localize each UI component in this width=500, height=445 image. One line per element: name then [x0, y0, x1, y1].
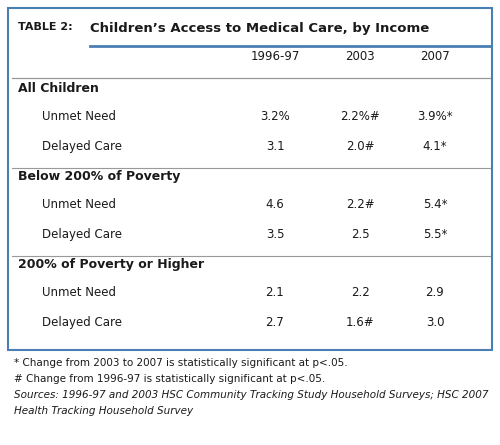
Text: 3.0: 3.0: [426, 316, 444, 329]
Text: 2.2: 2.2: [350, 286, 370, 299]
Text: All Children: All Children: [18, 82, 99, 95]
Text: 3.9%*: 3.9%*: [417, 110, 453, 123]
Text: Delayed Care: Delayed Care: [42, 228, 122, 241]
Text: 2.1: 2.1: [266, 286, 284, 299]
Text: 3.2%: 3.2%: [260, 110, 290, 123]
Bar: [8, 8, 492, 350]
Text: Unmet Need: Unmet Need: [42, 198, 116, 211]
Text: 4.1*: 4.1*: [422, 140, 448, 153]
Text: Delayed Care: Delayed Care: [42, 140, 122, 153]
Text: Unmet Need: Unmet Need: [42, 110, 116, 123]
Text: 3.1: 3.1: [266, 140, 284, 153]
Text: 5.4*: 5.4*: [423, 198, 448, 211]
Text: * Change from 2003 to 2007 is statistically significant at p<.05.: * Change from 2003 to 2007 is statistica…: [14, 358, 347, 368]
Text: Children’s Access to Medical Care, by Income: Children’s Access to Medical Care, by In…: [90, 22, 429, 35]
Text: Unmet Need: Unmet Need: [42, 286, 116, 299]
Text: 1996-97: 1996-97: [250, 50, 300, 63]
Text: TABLE 2:: TABLE 2:: [18, 22, 72, 32]
Text: 2.2#: 2.2#: [346, 198, 374, 211]
Text: 4.6: 4.6: [266, 198, 284, 211]
Text: 2.0#: 2.0#: [346, 140, 374, 153]
Text: # Change from 1996-97 is statistically significant at p<.05.: # Change from 1996-97 is statistically s…: [14, 374, 325, 384]
Text: 200% of Poverty or Higher: 200% of Poverty or Higher: [18, 258, 204, 271]
Text: Delayed Care: Delayed Care: [42, 316, 122, 329]
Text: 2.2%#: 2.2%#: [340, 110, 380, 123]
Text: Health Tracking Household Survey: Health Tracking Household Survey: [14, 406, 193, 416]
Text: Sources: 1996-97 and 2003 HSC Community Tracking Study Household Surveys; HSC 20: Sources: 1996-97 and 2003 HSC Community …: [14, 390, 488, 400]
Text: 2007: 2007: [420, 50, 450, 63]
Text: 2003: 2003: [345, 50, 375, 63]
Text: 2.7: 2.7: [266, 316, 284, 329]
Text: 1.6#: 1.6#: [346, 316, 374, 329]
Text: 5.5*: 5.5*: [423, 228, 447, 241]
Text: Below 200% of Poverty: Below 200% of Poverty: [18, 170, 180, 183]
Text: 3.5: 3.5: [266, 228, 284, 241]
Text: 2.9: 2.9: [426, 286, 444, 299]
Text: 2.5: 2.5: [350, 228, 370, 241]
